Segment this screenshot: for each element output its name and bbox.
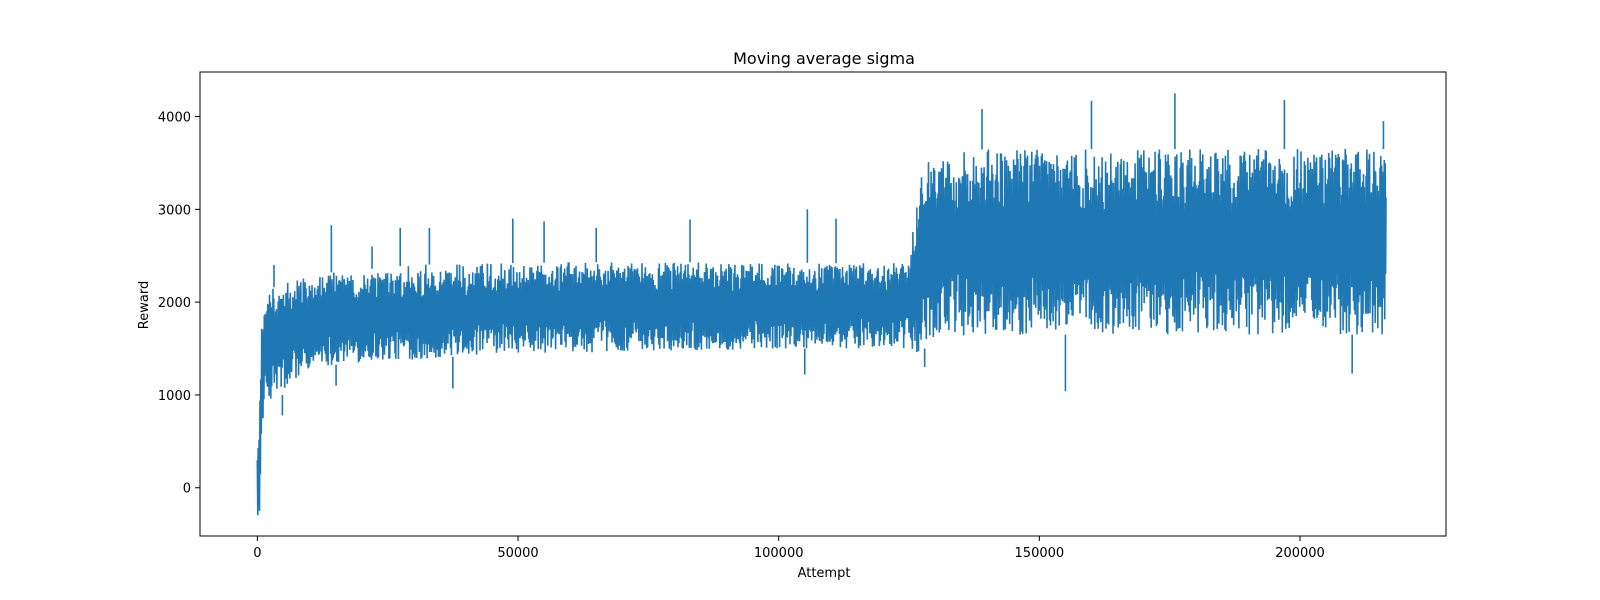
series-group [256, 93, 1387, 516]
y-tick-label: 3000 [158, 203, 191, 218]
y-tick-label: 1000 [158, 389, 191, 404]
plot-area [199, 71, 1447, 537]
y-tick-label: 4000 [158, 111, 191, 126]
chart-title: Moving average sigma [733, 49, 915, 68]
x-axis: 0 50000 100000 150000 200000 [253, 536, 1325, 561]
x-tick-label: 200000 [1275, 546, 1325, 561]
y-axis-label: Reward [137, 281, 152, 329]
y-tick-label: 0 [183, 482, 191, 497]
x-tick-label: 100000 [754, 546, 804, 561]
x-tick-label: 50000 [497, 546, 538, 561]
plot-frame [199, 71, 1447, 537]
series-line [256, 148, 1387, 516]
x-tick-label: 0 [253, 546, 261, 561]
y-axis: 0 1000 2000 3000 4000 [158, 111, 200, 497]
x-tick-label: 150000 [1015, 546, 1065, 561]
x-axis-label: Attempt [798, 566, 851, 581]
y-tick-label: 2000 [158, 296, 191, 311]
